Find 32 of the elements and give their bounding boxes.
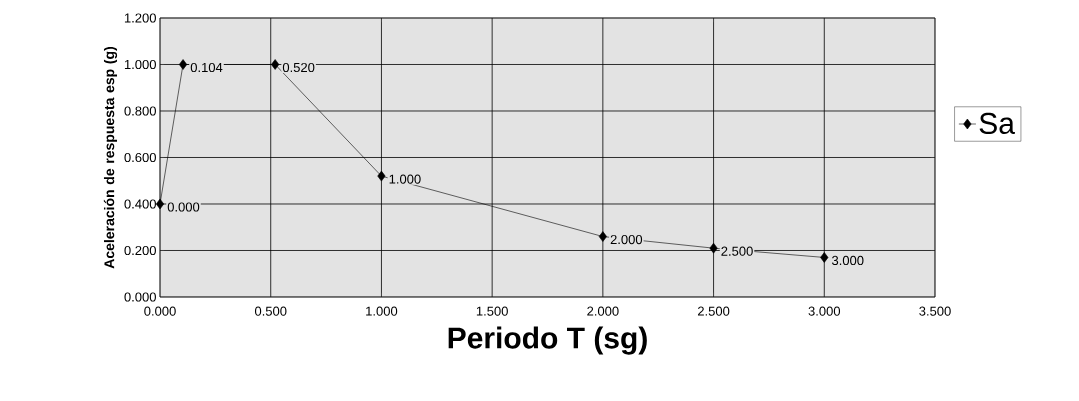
- annotation: 0.104: [190, 62, 223, 73]
- x-tick-label: 2.000: [587, 306, 619, 316]
- annotation: 0.520: [282, 62, 315, 73]
- y-tick-label: 1.200: [124, 13, 156, 23]
- annotation: 3.000: [831, 255, 864, 266]
- x-tick-label: 1.500: [476, 306, 508, 316]
- x-tick-label: 1.000: [366, 306, 398, 316]
- point: [178, 59, 188, 70]
- annotation: 2.000: [610, 234, 643, 245]
- x-tick-label: 0.500: [254, 306, 287, 316]
- x-tick-label: 0.000: [144, 306, 176, 316]
- point: [271, 59, 280, 70]
- x-axis-title: Periodo T (sg): [448, 326, 647, 355]
- y-tick-label: 0.800: [124, 106, 156, 116]
- y-tick-label: 0.600: [124, 152, 156, 163]
- point: [598, 231, 607, 242]
- x-tick-label: 3.000: [808, 306, 841, 316]
- point: [709, 242, 718, 254]
- y-tick-label: 0.200: [124, 245, 156, 256]
- point: [820, 252, 829, 263]
- y-axis-title: Aceleración de respuesta esp (g): [103, 46, 118, 269]
- y-tick-label: 0.000: [124, 292, 156, 302]
- point: [155, 198, 165, 210]
- point: [377, 170, 386, 182]
- x-tick-label: 3.500: [919, 306, 951, 316]
- y-tick-label: 0.400: [124, 199, 156, 209]
- x-tick-label: 2.500: [697, 306, 730, 316]
- y-tick-label: 1.000: [124, 59, 156, 70]
- annotation: 1.000: [389, 174, 421, 184]
- annotation: 2.500: [721, 246, 753, 256]
- legend-label: Sa: [979, 112, 1015, 135]
- annotation: 0.000: [167, 202, 200, 212]
